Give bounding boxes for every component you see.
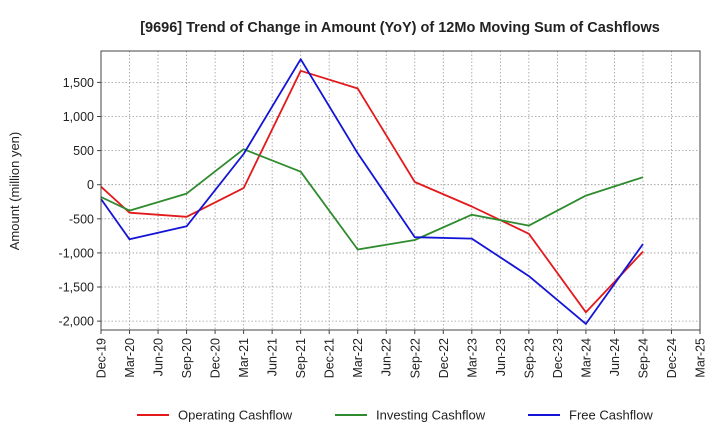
y-axis-label: Amount (million yen): [7, 132, 22, 251]
x-tick-label: Jun-22: [380, 338, 394, 376]
chart-title: [9696] Trend of Change in Amount (YoY) o…: [140, 20, 660, 36]
x-tick-label: Dec-19: [95, 338, 109, 378]
x-tick-label: Mar-21: [237, 338, 251, 378]
x-tick-label: Sep-22: [408, 338, 422, 378]
y-tick-label: -1,000: [59, 246, 94, 260]
x-axis-ticks: Dec-19 Mar-20 Jun-20 Sep-20 Dec-20 Mar-21 Jun-…: [95, 330, 708, 378]
y-tick-label: -2,000: [59, 315, 94, 329]
x-tick-label: Sep-21: [294, 338, 308, 378]
series-line-free-cashflow: [100, 58, 644, 325]
x-tick-label: Jun-23: [494, 338, 508, 376]
x-tick-label: Jun-21: [266, 338, 280, 376]
x-tick-label: Dec-20: [209, 338, 223, 378]
y-tick-label: 1,500: [63, 76, 94, 90]
x-tick-label: Dec-22: [437, 338, 451, 378]
y-tick-label: 0: [87, 178, 94, 192]
x-tick-label: Dec-21: [323, 338, 337, 378]
legend: Operating Cashflow Investing Cashflow Free…: [137, 408, 653, 423]
x-tick-label: Mar-22: [351, 338, 365, 378]
x-tick-label: Dec-24: [665, 338, 679, 378]
y-tick-label: -1,500: [59, 281, 94, 295]
x-tick-label: Sep-24: [636, 338, 650, 378]
x-tick-label: Sep-23: [522, 338, 536, 378]
x-tick-label: Jun-20: [152, 338, 166, 376]
y-tick-label: -500: [69, 212, 94, 226]
x-tick-label: Jun-24: [608, 338, 622, 376]
x-tick-label: Mar-24: [579, 338, 593, 378]
series-line-operating-cashflow: [100, 69, 644, 314]
y-axis-ticks: -2,000 -1,500 -1,000 -500 0 500 1,000 1,500: [59, 76, 101, 329]
series-layer: [100, 58, 644, 325]
x-tick-label: Dec-23: [551, 338, 565, 378]
legend-label-operating-cashflow: Operating Cashflow: [178, 408, 293, 423]
x-tick-label: Mar-20: [123, 338, 137, 378]
plot-frame: [100, 50, 701, 331]
x-tick-label: Sep-20: [180, 338, 194, 378]
series-line-investing-cashflow: [100, 148, 644, 251]
grid-lines: [101, 51, 700, 330]
x-tick-label: Mar-23: [465, 338, 479, 378]
y-tick-label: 1,000: [63, 110, 94, 124]
legend-label-free-cashflow: Free Cashflow: [569, 408, 653, 423]
y-tick-label: 500: [73, 144, 94, 158]
x-tick-label: Mar-25: [694, 338, 708, 378]
legend-label-investing-cashflow: Investing Cashflow: [376, 408, 486, 423]
